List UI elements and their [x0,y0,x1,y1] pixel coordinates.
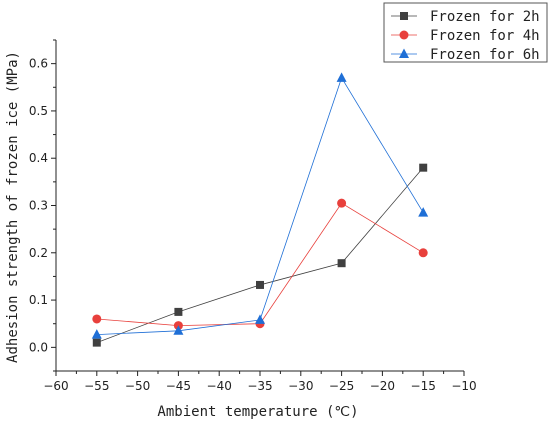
data-point [92,338,101,347]
data-point [92,314,102,324]
x-tick-label: −35 [247,379,272,393]
x-tick-label: −25 [329,379,354,393]
legend-entry: Frozen for 4h [391,28,540,44]
x-tick-label: −50 [125,379,150,393]
series-3 [91,72,429,339]
data-point [173,325,184,335]
series-line [96,202,424,327]
data-point [419,163,428,172]
legend-box [383,2,548,63]
data-point [174,307,183,316]
x-tick-label: −60 [43,379,68,393]
legend-marker [399,30,409,40]
legend-entry: Frozen for 6h [391,47,540,63]
data-point [418,248,428,258]
legend-marker [399,48,409,58]
x-tick-label: −10 [451,379,476,393]
y-tick-label: 0.4 [29,151,48,165]
legend-marker [400,12,408,20]
x-tick-label: −30 [288,379,313,393]
y-tick-label: 0.3 [29,199,48,213]
series-1 [92,163,428,347]
legend-label: Frozen for 4h [430,28,540,44]
y-axis-title: Adhesion strength of frozen ice (MPa) [5,51,21,363]
y-tick-label: 0.5 [29,104,48,118]
data-point [337,198,347,208]
data-point [337,259,346,268]
x-tick-label: −20 [370,379,395,393]
data-point [255,314,265,324]
axes: −60 −55 −50 −45 −40 −35 −30 −25 −20 −15 −10 0.0 0.1 0… [29,39,477,393]
x-axis-title: Ambient temperature (℃) [157,404,358,420]
x-tick-label: −15 [411,379,436,393]
y-tick-label: 0.2 [29,246,48,260]
data-point [336,72,347,82]
series-line [96,76,424,335]
data-point [91,329,102,339]
y-tick-label: 0.0 [29,340,48,354]
series-2 [92,198,428,331]
legend-label: Frozen for 2h [430,9,540,25]
legend-label: Frozen for 6h [430,47,540,63]
x-tick-label: −40 [207,379,232,393]
data-point [418,207,429,217]
series-layer [91,72,429,347]
x-tick-label: −55 [84,379,109,393]
data-point [256,280,264,289]
legend-entry: Frozen for 2h [391,9,540,25]
y-tick-label: 0.1 [29,293,48,307]
y-tick-label: 0.6 [29,57,48,71]
x-tick-label: −45 [166,379,191,393]
legend: Frozen for 2h Frozen for 4h Frozen for 6h [383,2,548,63]
